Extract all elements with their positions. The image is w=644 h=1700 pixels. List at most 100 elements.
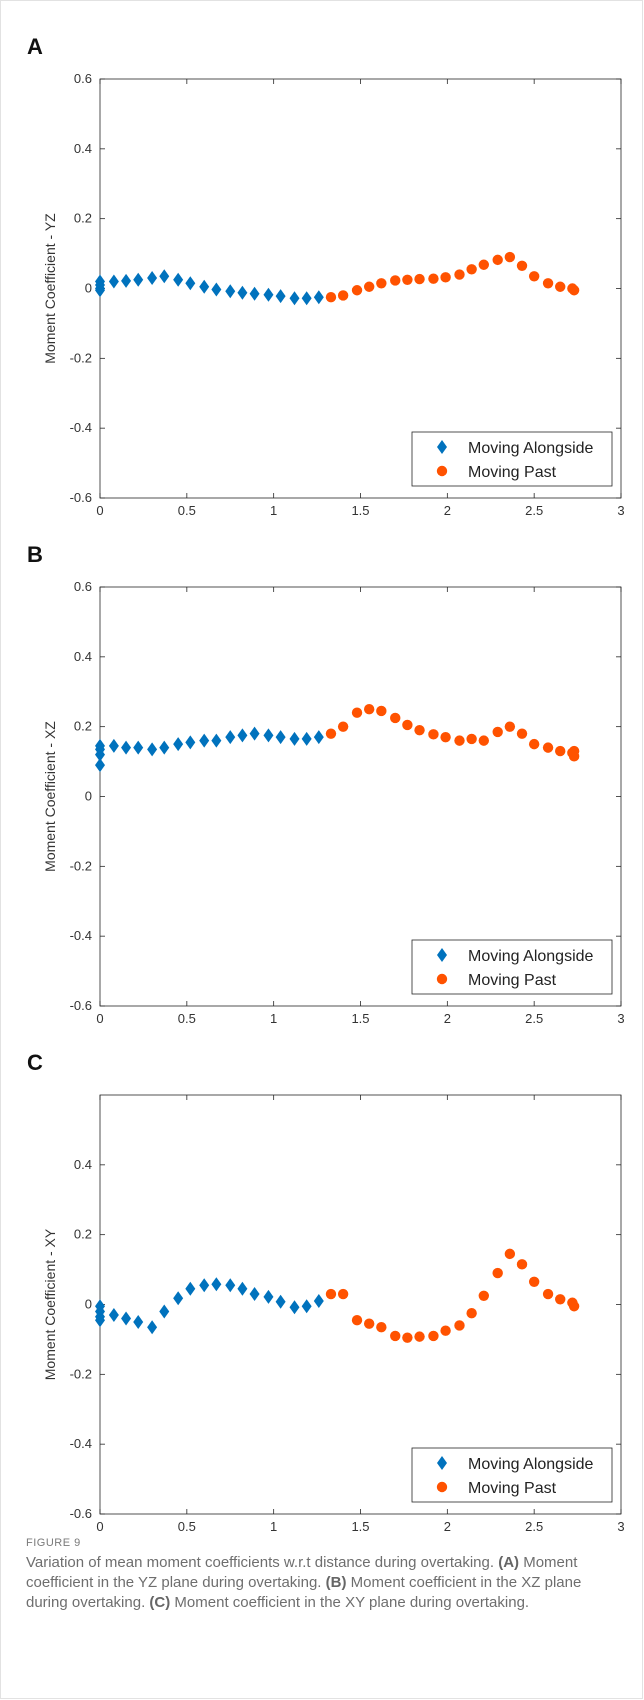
chart-svg: B 0 0.5 1 1.5 2 2.5 3 -0.6 -0.4 -0.2 0 0.2 0.4 0.6 x/L M… xyxy=(27,542,625,1032)
data-point xyxy=(390,275,401,286)
data-point xyxy=(159,1304,170,1319)
caption-part-b-tag: (B) xyxy=(325,1574,347,1591)
legend-marker-shape xyxy=(437,1456,447,1470)
legend-marker xyxy=(437,440,447,454)
data-point xyxy=(313,1294,324,1309)
chart-panel-c: C 0 0.5 1 1.5 2 2.5 3 -0.6 -0.4 -0.2 0 0.2 0.4 x/L Mome… xyxy=(0,1040,644,1540)
data-point xyxy=(147,742,158,757)
data-point xyxy=(185,276,196,291)
legend-marker-shape xyxy=(436,1481,448,1493)
caption-label: FIGURE 9 xyxy=(26,1537,81,1549)
data-point xyxy=(199,733,210,748)
data-point xyxy=(133,1314,144,1329)
data-point xyxy=(478,735,490,746)
y-tick-label: 0 xyxy=(85,281,92,296)
data-point xyxy=(466,733,477,745)
legend-entry: Moving Alongside xyxy=(468,440,594,457)
data-point xyxy=(275,1294,286,1309)
data-point xyxy=(528,271,540,282)
y-tick-label: -0.4 xyxy=(70,420,92,435)
data-point xyxy=(325,728,337,739)
y-axis-label: Moment Coefficient - YZ xyxy=(42,213,58,364)
x-axis-label: x/L xyxy=(351,521,370,524)
data-point xyxy=(542,278,554,289)
data-point xyxy=(325,1288,337,1300)
x-tick-label: 2.5 xyxy=(525,503,543,518)
series-moving-past xyxy=(325,251,580,303)
data-point xyxy=(414,724,425,736)
caption-part-a-tag: (A) xyxy=(498,1554,520,1571)
y-tick-label: -0.2 xyxy=(70,1366,92,1381)
y-axis-label: Moment Coefficient - XZ xyxy=(42,721,58,872)
data-point xyxy=(542,1288,554,1300)
chart-panel-a: A 0 0.5 1 1.5 2 2.5 3 -0.6 -0.4 -0.2 0 0.2 0.4 0.6 x/L M… xyxy=(0,24,644,524)
legend-entry: Moving Past xyxy=(468,464,557,481)
data-point xyxy=(95,758,105,773)
data-point xyxy=(159,740,170,755)
legend-marker-shape xyxy=(436,465,448,477)
legend-entry: Moving Past xyxy=(468,1480,557,1497)
data-point xyxy=(478,1290,490,1301)
data-point xyxy=(263,287,274,302)
data-point xyxy=(263,1289,274,1304)
data-point xyxy=(249,286,260,301)
caption-intro: Variation of mean moment coefficients w.… xyxy=(26,1554,495,1571)
data-point xyxy=(528,1276,540,1288)
data-point xyxy=(568,285,580,296)
x-tick-label: 2.5 xyxy=(525,1011,543,1026)
data-point xyxy=(414,273,425,285)
y-tick-label: -0.2 xyxy=(70,858,92,873)
series-moving-alongside xyxy=(95,269,324,306)
data-point xyxy=(199,279,210,294)
panel-letter: B xyxy=(27,542,43,567)
legend-entry: Moving Alongside xyxy=(468,1456,594,1473)
data-point xyxy=(504,251,516,263)
data-point xyxy=(275,730,286,745)
data-point xyxy=(301,731,312,746)
caption-part-c-text: Moment coefficient in the XY plane durin… xyxy=(174,1594,530,1611)
x-tick-label: 1.5 xyxy=(351,1011,369,1026)
data-point xyxy=(390,1330,401,1342)
y-tick-label: 0 xyxy=(85,1297,92,1312)
data-point xyxy=(516,260,528,272)
data-point xyxy=(428,273,439,284)
y-tick-label: 0.6 xyxy=(74,579,92,594)
data-point xyxy=(275,289,286,304)
data-point xyxy=(440,1325,451,1336)
data-point xyxy=(237,728,248,743)
data-point xyxy=(95,274,105,289)
panel-letter: A xyxy=(27,34,43,59)
data-point xyxy=(313,290,324,305)
caption-part-a-text: Moment coefficient in the YZ plane durin… xyxy=(26,1554,578,1591)
series-moving-alongside xyxy=(95,1277,324,1335)
x-tick-label: 1 xyxy=(270,1011,277,1026)
data-point xyxy=(211,733,222,748)
data-point xyxy=(363,704,375,715)
x-tick-label: 2 xyxy=(444,1011,451,1026)
data-point xyxy=(147,271,158,286)
data-point xyxy=(351,285,363,296)
data-point xyxy=(199,1278,210,1293)
data-point xyxy=(225,284,236,299)
data-point xyxy=(289,731,300,746)
y-tick-label: 0.6 xyxy=(74,71,92,86)
x-tick-label: 3 xyxy=(617,503,624,518)
data-point xyxy=(402,274,413,285)
data-point xyxy=(568,745,580,757)
data-point xyxy=(504,1248,516,1260)
y-tick-label: 0.2 xyxy=(74,1227,92,1242)
y-axis-label: Moment Coefficient - XY xyxy=(42,1228,58,1380)
series-moving-past xyxy=(325,1248,580,1343)
data-point xyxy=(289,291,300,306)
data-point xyxy=(301,291,312,306)
x-axis-label: x/L xyxy=(351,1029,370,1032)
data-point xyxy=(516,728,528,739)
data-point xyxy=(492,1267,503,1279)
legend xyxy=(411,1447,613,1503)
legend-marker xyxy=(436,973,448,985)
legend-marker-shape xyxy=(437,948,447,962)
x-tick-label: 2 xyxy=(444,1519,451,1534)
data-point xyxy=(428,729,439,740)
legend-marker-shape xyxy=(437,440,447,454)
data-point xyxy=(555,745,566,757)
